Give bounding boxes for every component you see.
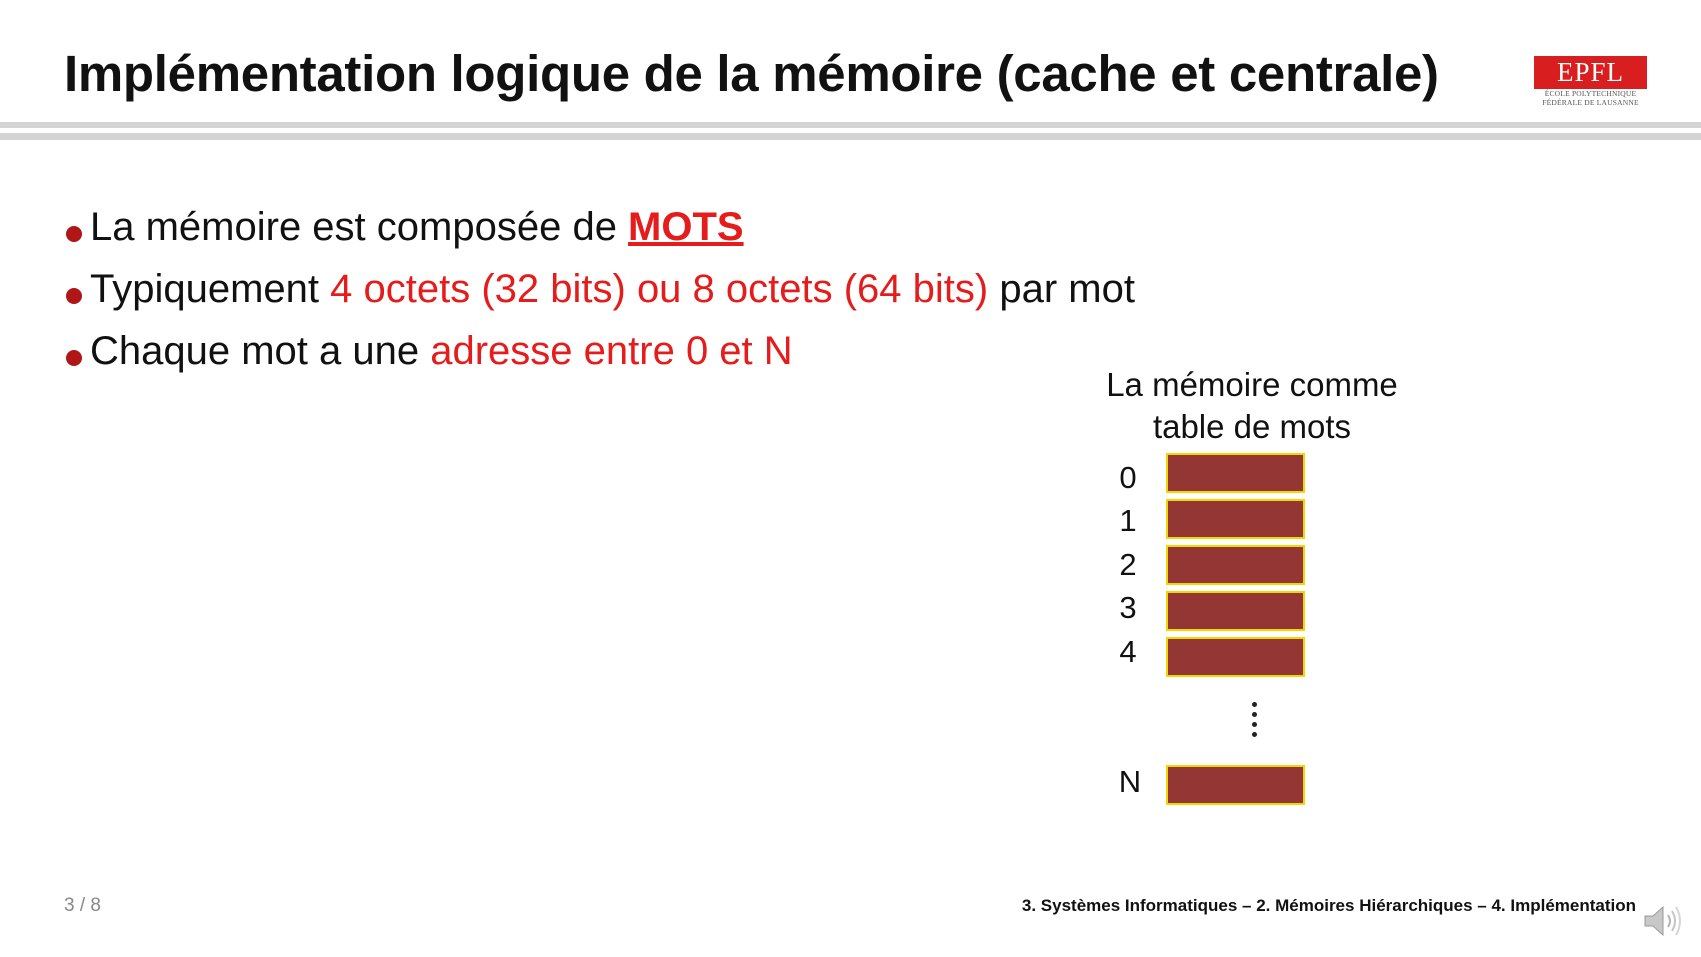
bullet-highlight: 4 octets (32 bits) ou 8 octets (64 bits)	[330, 267, 989, 311]
diagram-title-line-1: La mémoire comme	[1106, 366, 1398, 403]
memory-word-cell	[1166, 591, 1305, 631]
footer-breadcrumb: 3. Systèmes Informatiques – 2. Mémoires …	[1021, 896, 1636, 915]
memory-word-cell-last	[1166, 765, 1305, 805]
bullet-list: La mémoire est composée de MOTS Typiquem…	[64, 196, 1135, 382]
diagram-title: La mémoire comme table de mots	[1082, 364, 1422, 448]
bullet-after: par mot	[988, 267, 1135, 311]
logo-line-2: FÉDÉRALE DE LAUSANNE	[1542, 98, 1639, 107]
address-label: 4	[1119, 634, 1137, 669]
page-number: 3 / 8	[64, 895, 101, 916]
memory-word-cell	[1166, 545, 1305, 585]
bullet-item: Typiquement 4 octets (32 bits) ou 8 octe…	[64, 258, 1135, 320]
diagram-title-line-2: table de mots	[1152, 408, 1352, 445]
bullet-dot-icon	[66, 288, 82, 304]
slide-title: Implémentation logique de la mémoire (ca…	[64, 45, 1439, 102]
memory-word-cell	[1166, 499, 1305, 539]
header-rule-bottom	[0, 133, 1701, 140]
memory-word-cell	[1166, 453, 1305, 493]
epfl-logo: EPFL ÉCOLE POLYTECHNIQUE FÉDÉRALE DE LAU…	[1534, 56, 1647, 107]
address-label-last: N	[1118, 764, 1142, 799]
address-label: 0	[1119, 460, 1137, 495]
bullet-text: Chaque mot a une	[90, 329, 431, 373]
memory-word-cell	[1166, 637, 1305, 677]
bullet-item: Chaque mot a une adresse entre 0 et N	[64, 320, 1135, 382]
ellipsis-vertical-icon	[1252, 702, 1260, 742]
logo-mark: EPFL	[1534, 56, 1647, 89]
speaker-icon[interactable]	[1642, 902, 1686, 940]
header-rule-top	[0, 122, 1701, 128]
bullet-highlight: adresse entre 0 et N	[430, 329, 793, 373]
address-label: 2	[1119, 547, 1137, 582]
bullet-highlight: MOTS	[628, 205, 744, 249]
bullet-dot-icon	[66, 226, 82, 242]
bullet-text: Typiquement	[90, 267, 331, 311]
bullet-dot-icon	[66, 350, 82, 366]
address-label: 1	[1119, 503, 1137, 538]
logo-line-1: ÉCOLE POLYTECHNIQUE	[1544, 89, 1637, 98]
bullet-item: La mémoire est composée de MOTS	[64, 196, 1135, 258]
address-label: 3	[1119, 590, 1137, 625]
bullet-text: La mémoire est composée de	[90, 205, 629, 249]
